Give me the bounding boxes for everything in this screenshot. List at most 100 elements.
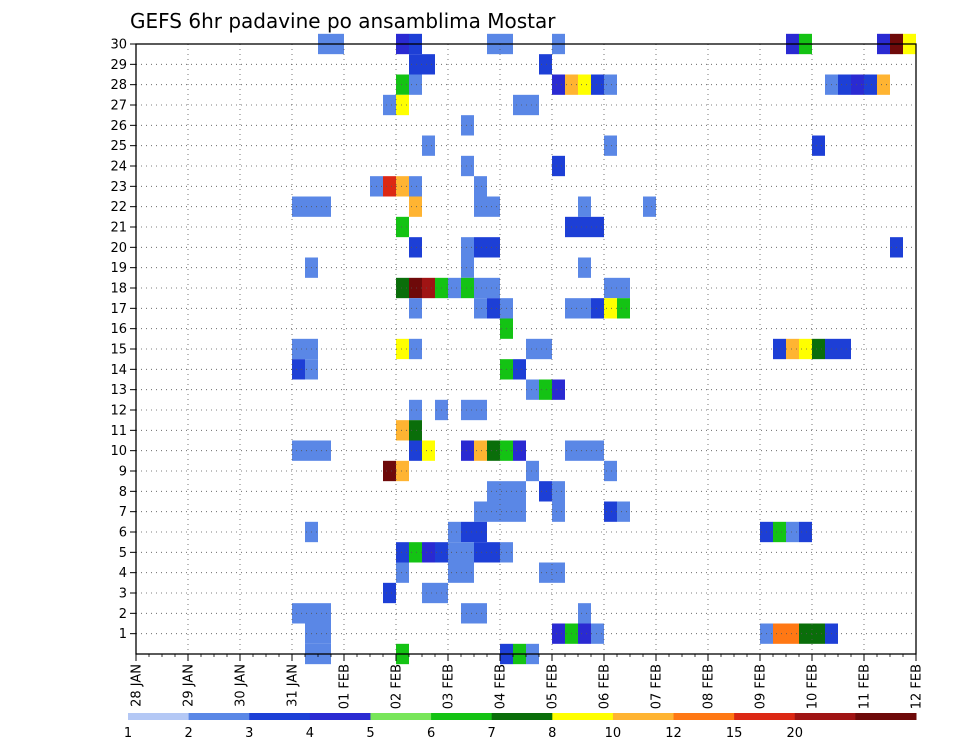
heatmap-cell — [461, 155, 474, 177]
legend-label: 15 — [726, 726, 743, 741]
heatmap-cell — [318, 196, 331, 217]
heatmap-cell — [474, 542, 487, 563]
heatmap-cell — [474, 196, 487, 217]
heatmap-cell — [526, 460, 539, 482]
heatmap-cell — [487, 481, 500, 502]
heatmap-cell — [487, 196, 500, 217]
heatmap-cell — [396, 420, 409, 441]
legend-label: 4 — [306, 726, 314, 741]
y-tick-label: 18 — [110, 282, 127, 297]
heatmap-cell — [409, 237, 422, 258]
heatmap-cell — [513, 501, 526, 522]
heatmap-cell — [539, 481, 552, 502]
heatmap-cell — [864, 74, 877, 95]
x-tick-label: 11 FEB — [858, 664, 873, 709]
heatmap-cell — [604, 460, 617, 482]
heatmap-cell — [396, 460, 409, 482]
heatmap-cell — [552, 155, 565, 177]
heatmap-cell — [474, 176, 487, 197]
heatmap-cell — [461, 399, 474, 421]
heatmap-cell — [604, 501, 617, 522]
heatmap-cell — [396, 176, 409, 197]
x-tick-label: 31 JAN — [286, 664, 301, 707]
x-tick-label: 02 FEB — [390, 664, 405, 709]
x-axis: 28 JAN 29 JAN 30 JAN 31 JAN 01 FEB 02 FEB 03 F… — [130, 654, 925, 709]
legend-swatch — [552, 713, 614, 720]
heatmap-cell — [799, 338, 812, 360]
heatmap-cell — [409, 338, 422, 360]
heatmap-cell — [487, 237, 500, 258]
heatmap-cell — [409, 176, 422, 197]
heatmap-cell — [552, 623, 565, 644]
heatmap-cell — [487, 298, 500, 319]
heatmap-cell — [513, 94, 526, 116]
legend-swatch — [431, 713, 493, 720]
heatmap-cell — [838, 338, 851, 360]
legend-swatch — [188, 713, 250, 720]
y-tick-label: 19 — [110, 261, 127, 276]
x-tick-label: 01 FEB — [338, 664, 353, 709]
heatmap-cell — [474, 237, 487, 258]
heatmap-cells — [292, 33, 916, 665]
y-tick-label: 4 — [119, 566, 127, 581]
heatmap-cell — [851, 74, 864, 95]
heatmap-cell — [578, 298, 591, 319]
legend-swatch — [370, 713, 432, 720]
heatmap-cell — [604, 135, 617, 156]
heatmap-cell — [318, 440, 331, 461]
x-tick-label: 28 JAN — [130, 664, 145, 707]
heatmap-cell — [409, 420, 422, 441]
legend-swatch — [734, 713, 796, 720]
heatmap-cell — [526, 338, 539, 360]
x-tick-label: 30 JAN — [234, 664, 249, 707]
y-tick-label: 11 — [110, 424, 127, 439]
heatmap-cell — [292, 603, 305, 624]
y-tick-label: 15 — [110, 343, 127, 358]
heatmap-cell — [422, 135, 435, 156]
y-tick-label: 6 — [119, 526, 127, 541]
heatmap-cell — [461, 115, 474, 136]
y-tick-label: 16 — [110, 322, 127, 337]
heatmap-cell — [422, 54, 435, 75]
heatmap-cell — [448, 542, 461, 563]
y-tick-label: 9 — [119, 465, 127, 480]
x-tick-label: 10 FEB — [806, 664, 821, 709]
heatmap-cell — [461, 603, 474, 624]
y-tick-label: 25 — [110, 139, 127, 154]
y-tick-label: 12 — [110, 404, 127, 419]
heatmap-cell — [578, 196, 591, 217]
heatmap-cell — [396, 277, 409, 299]
heatmap-cell — [474, 521, 487, 543]
heatmap-cell — [292, 359, 305, 380]
heatmap-cell — [422, 440, 435, 461]
heatmap-cell — [578, 603, 591, 624]
heatmap-cell — [474, 298, 487, 319]
y-tick-label: 24 — [110, 160, 127, 175]
heatmap-cell — [591, 298, 604, 319]
legend-swatch — [612, 713, 675, 720]
heatmap-cell — [396, 216, 409, 238]
y-tick-label: 23 — [110, 180, 127, 195]
heatmap-cell — [539, 562, 552, 583]
legend-label: 6 — [427, 726, 435, 741]
heatmap-cell — [487, 440, 500, 461]
heatmap-cell — [409, 298, 422, 319]
heatmap-cell — [383, 582, 396, 604]
heatmap-cell — [799, 521, 812, 543]
heatmap-cell — [461, 440, 474, 461]
heatmap-cell — [526, 379, 539, 400]
x-tick-label: 05 FEB — [546, 664, 561, 709]
heatmap-cell — [539, 379, 552, 400]
heatmap-cell — [383, 94, 396, 116]
heatmap-cell — [578, 623, 591, 644]
legend-label: 5 — [366, 726, 374, 741]
heatmap-cell — [422, 277, 435, 299]
legend-label: 2 — [184, 726, 192, 741]
legend-swatch — [309, 713, 371, 720]
legend-label: 3 — [245, 726, 253, 741]
heatmap-cell — [396, 94, 409, 116]
heatmap-cell — [396, 74, 409, 95]
y-tick-label: 22 — [110, 200, 127, 215]
x-tick-label: 09 FEB — [754, 664, 769, 709]
legend-label: 8 — [548, 726, 556, 741]
